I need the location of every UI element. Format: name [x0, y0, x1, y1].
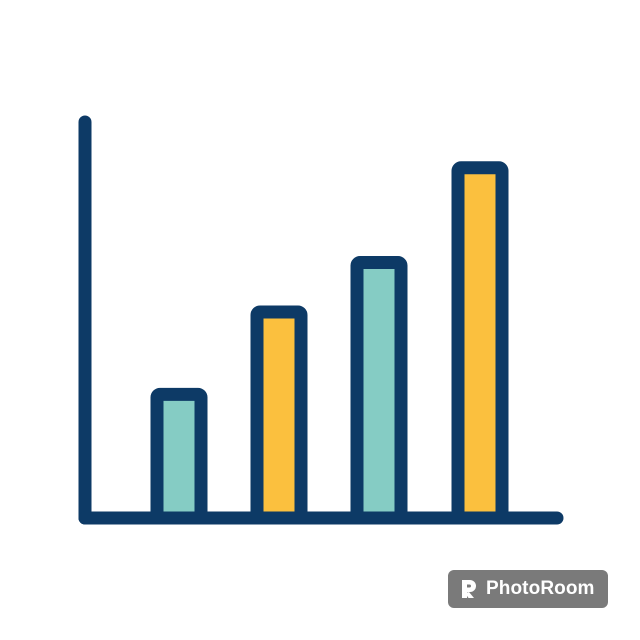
bar-2	[250, 305, 308, 525]
bar-4	[451, 161, 509, 525]
bar-1	[150, 387, 208, 525]
bar-3	[350, 256, 408, 525]
watermark-text: PhotoRoom	[486, 578, 595, 599]
photoroom-logo-icon	[462, 580, 476, 598]
photoroom-watermark: PhotoRoom	[448, 570, 608, 608]
bars-group	[150, 161, 509, 525]
